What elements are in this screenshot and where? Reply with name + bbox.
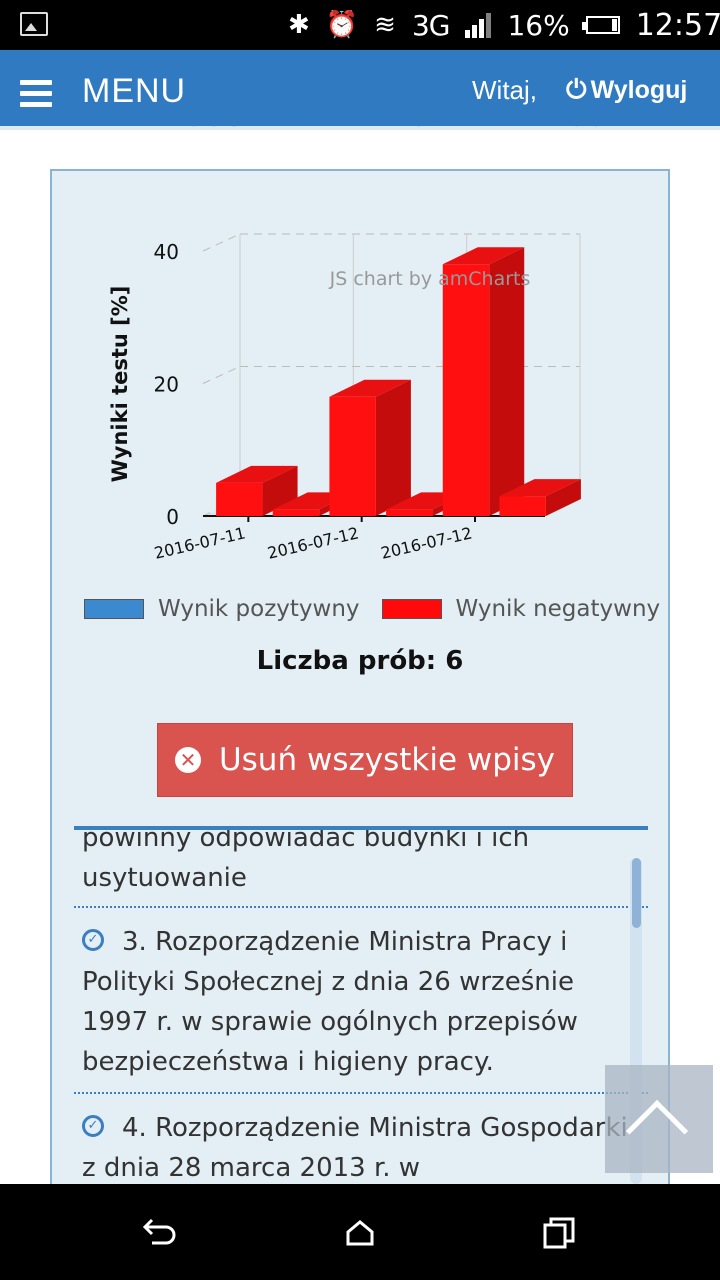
legend-swatch-positive[interactable]	[84, 599, 144, 619]
menu-button[interactable]: MENU	[82, 72, 187, 110]
bar-side	[262, 465, 298, 516]
signal-icon	[465, 12, 492, 38]
list-item[interactable]: ✓ 4. Rozporządzenie Ministra Gospodarki z…	[74, 1094, 648, 1188]
bar-negative	[386, 509, 433, 516]
status-bar: ✱ ⏰ ≋ 3G 16% 12:57	[0, 0, 720, 50]
gallery-notification-icon	[20, 12, 48, 36]
home-icon[interactable]	[346, 1220, 374, 1246]
delete-all-label: Usuń wszystkie wpisy	[218, 742, 556, 778]
network-type: 3G	[411, 8, 451, 42]
alarm-icon: ⏰	[325, 10, 359, 40]
grid-line	[202, 366, 241, 384]
partial-heading: ILOŚĆ PYTAŃ W EGZAMINIE: 90	[160, 104, 607, 132]
chart-credit[interactable]: JS chart by amCharts	[329, 268, 531, 290]
list-item-text: 3. Rozporządzenie Ministra Pracy i Polit…	[82, 927, 578, 1077]
y-tick-label: 20	[154, 373, 179, 397]
power-icon: ⏻	[566, 74, 587, 104]
bar-top	[442, 247, 525, 265]
list-scrollbar-thumb[interactable]	[632, 858, 641, 928]
system-nav-bar	[0, 1184, 720, 1280]
y-tick-label: 40	[154, 240, 179, 264]
bar-side	[375, 379, 411, 516]
grid-line	[202, 233, 241, 252]
bar-side	[545, 479, 581, 516]
bar-top	[329, 379, 411, 397]
x-tick-label: 2016-07-11	[152, 523, 247, 562]
chevron-up-icon	[625, 1099, 689, 1163]
status-icons: ✱ ⏰ ≋ 3G 16% 12:57	[288, 7, 720, 43]
hamburger-icon[interactable]	[20, 80, 52, 113]
delete-all-button[interactable]: ✕ Usuń wszystkie wpisy	[157, 723, 573, 797]
bar-negative	[329, 396, 376, 516]
y-tick-label: 0	[166, 505, 179, 529]
logout-label: Wyloguj	[590, 75, 688, 104]
bluetooth-icon: ✱	[288, 10, 310, 40]
x-tick-label: 2016-07-12	[266, 523, 361, 562]
legend-swatch-negative[interactable]	[381, 599, 442, 619]
bar-negative	[499, 496, 546, 516]
check-circle-icon: ✓	[82, 928, 104, 951]
list-item[interactable]: powinny odpowiadać budynki i ich usytuow…	[74, 826, 648, 908]
results-card	[50, 169, 670, 1269]
legend-label-positive[interactable]: Wynik pozytywny	[158, 596, 360, 622]
recents-icon[interactable]	[543, 1217, 575, 1249]
list-item-text: 4. Rozporządzenie Ministra Gospodarki z …	[82, 1113, 628, 1183]
check-circle-icon: ✓	[82, 1114, 104, 1137]
bar-negative	[216, 482, 263, 516]
x-tick-label: 2016-07-12	[379, 523, 474, 562]
y-axis-label: Wyniki testu [%]	[108, 286, 132, 483]
app-bar: MENU Witaj, ⏻ Wyloguj	[0, 50, 720, 130]
scroll-to-top-button[interactable]	[605, 1065, 713, 1173]
bar-negative	[442, 264, 490, 516]
battery-percent: 16%	[507, 8, 570, 42]
list-item[interactable]: ✓ 3. Rozporządzenie Ministra Pracy i Poli…	[74, 908, 648, 1094]
list-item-text: powinny odpowiadać budynki i ich usytuow…	[82, 826, 530, 893]
logout-button[interactable]: ⏻ Wyloguj	[566, 74, 687, 106]
bar-top	[216, 465, 298, 483]
close-circle-icon: ✕	[174, 747, 201, 773]
attempts-count: Liczba prób: 6	[256, 646, 464, 676]
back-icon[interactable]	[142, 1216, 176, 1246]
chart-legend: Wynik pozytywny Wynik negatywny	[84, 594, 660, 624]
results-chart: JS chart by amCharts Wyniki testu [%] 02…	[108, 233, 581, 563]
wifi-icon: ≋	[374, 10, 396, 40]
bar-negative	[272, 509, 320, 516]
battery-icon	[581, 16, 620, 34]
bar-side	[489, 247, 525, 516]
legend-label-negative[interactable]: Wynik negatywny	[455, 596, 661, 622]
bar-top	[499, 479, 581, 497]
clock: 12:57	[635, 7, 720, 43]
greeting-text: Witaj,	[472, 75, 537, 105]
regulations-list: powinny odpowiadać budynki i ich usytuow…	[74, 826, 648, 1188]
